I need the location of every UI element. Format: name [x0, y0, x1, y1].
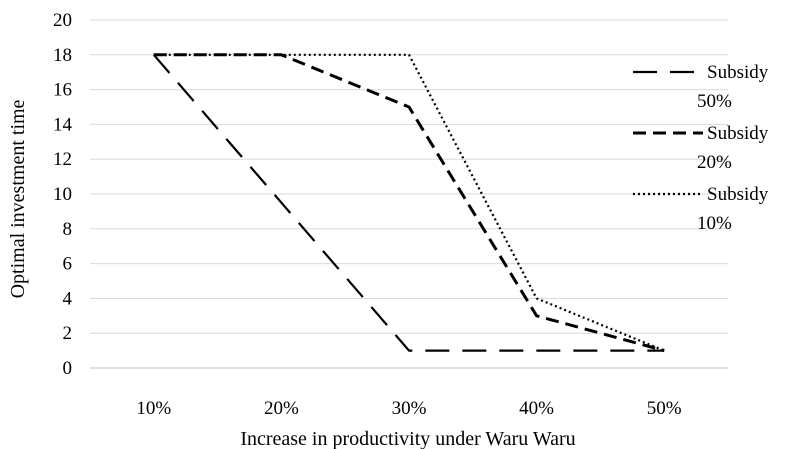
y-tick-label-10: 10 [53, 184, 72, 205]
x-tick-label-4: 40% [519, 398, 554, 419]
x-tick-label-2: 20% [264, 398, 299, 419]
y-tick-label-12: 12 [53, 149, 72, 170]
x-tick-labels: 10% 20% 30% 40% 50% [136, 398, 681, 419]
series-lines [152, 53, 665, 353]
legend-label-3: Subsidy 10% [697, 184, 769, 234]
y-tick-label-20: 20 [53, 10, 72, 31]
x-axis-title: Increase in productivity under Waru Waru [240, 428, 575, 449]
gridlines [90, 19, 728, 369]
y-axis-title: Optimal investment time [7, 99, 29, 298]
x-tick-label-3: 30% [392, 398, 427, 419]
y-tick-label-2: 2 [63, 323, 73, 344]
y-tick-label-18: 18 [53, 45, 72, 66]
x-tick-label-1: 10% [136, 398, 171, 419]
series-line-1 [152, 54, 665, 352]
series-line-3 [153, 53, 665, 352]
legend: Subsidy 50% Subsidy 20% Subsidy 10% [633, 62, 769, 234]
y-tick-label-8: 8 [63, 219, 73, 240]
y-tick-label-0: 0 [63, 358, 73, 379]
legend-label-1: Subsidy 50% [697, 62, 769, 112]
x-tick-label-5: 50% [647, 398, 682, 419]
y-tick-labels: 0 2 4 6 8 10 12 14 16 18 20 [53, 10, 73, 379]
y-tick-label-6: 6 [63, 254, 73, 275]
y-tick-label-14: 14 [53, 114, 73, 135]
y-tick-label-4: 4 [63, 288, 73, 309]
legend-label-2: Subsidy 20% [697, 123, 769, 173]
series-line-2 [153, 53, 665, 353]
y-tick-label-16: 16 [53, 80, 72, 101]
